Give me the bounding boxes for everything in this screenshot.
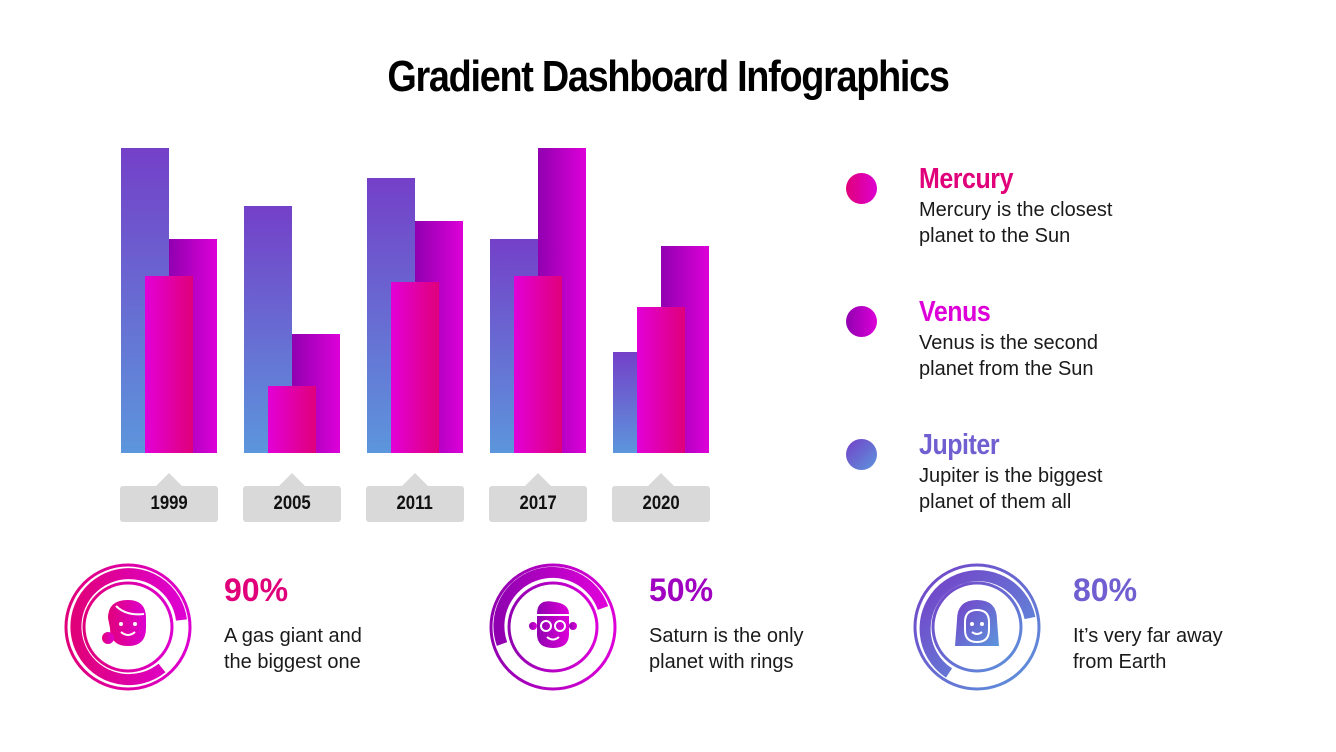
legend-desc-line: Jupiter is the biggest: [919, 465, 1103, 487]
legend-desc: Mercury is the closest planet to the Sun: [919, 197, 1219, 249]
x-axis-label: 2005: [243, 473, 341, 522]
x-axis-label: 2020: [612, 473, 710, 522]
stat-desc: Saturn is the only planet with rings: [649, 623, 889, 675]
legend-desc-line: planet to the Sun: [919, 225, 1071, 247]
stat-desc-line: A gas giant and: [224, 625, 362, 647]
stat-value: 90%: [224, 572, 289, 608]
stat-card-50: 50% Saturn is the only planet with rings: [489, 558, 889, 698]
stat-desc-line: the biggest one: [224, 651, 361, 673]
legend-desc-line: Venus is the second: [919, 332, 1099, 354]
legend-desc: Jupiter is the biggest planet of them al…: [919, 463, 1219, 515]
stat-value: 80%: [1073, 572, 1138, 608]
stat-desc-line: planet with rings: [649, 651, 794, 673]
jupiter-dot-icon: [846, 439, 877, 470]
legend-desc-line: planet from the Sun: [919, 358, 1094, 380]
stat-desc: It’s very far away from Earth: [1073, 623, 1313, 675]
stat-card-80: 80% It’s very far away from Earth: [913, 558, 1313, 698]
x-axis-label: 1999: [120, 473, 218, 522]
bar-mercury-2020: [637, 307, 685, 453]
page-title: Gradient Dashboard Infographics: [387, 52, 950, 101]
stat-desc-line: Saturn is the only: [649, 625, 804, 647]
legend-desc: Venus is the second planet from the Sun: [919, 330, 1219, 382]
stat-card-90: 90% A gas giant and the biggest one: [64, 558, 464, 698]
woman-long-hair-icon: [955, 600, 999, 646]
legend-desc-line: planet of them all: [919, 491, 1072, 513]
x-axis-label: 2011: [366, 473, 464, 522]
progress-ring: [64, 563, 192, 691]
bar-chart: 1999 2005 2011 2017 2020: [0, 0, 760, 540]
progress-ring: [913, 563, 1041, 691]
mercury-dot-icon: [846, 173, 877, 204]
legend-desc-line: Mercury is the closest: [919, 199, 1113, 221]
legend-name: Jupiter: [919, 429, 1000, 461]
man-glasses-icon: [529, 601, 577, 648]
x-axis-label: 2017: [489, 473, 587, 522]
progress-ring: [489, 563, 617, 691]
stat-value: 50%: [649, 572, 714, 608]
bar-mercury-2017: [514, 276, 562, 453]
bar-mercury-2005: [268, 386, 316, 453]
legend-name: Venus: [919, 296, 991, 328]
bar-mercury-1999: [145, 276, 193, 453]
venus-dot-icon: [846, 306, 877, 337]
stat-desc-line: It’s very far away: [1073, 625, 1223, 647]
stat-desc: A gas giant and the biggest one: [224, 623, 464, 675]
woman-headset-icon: [102, 600, 146, 646]
legend-name: Mercury: [919, 163, 1014, 195]
bar-mercury-2011: [391, 282, 439, 453]
stat-desc-line: from Earth: [1073, 651, 1167, 673]
